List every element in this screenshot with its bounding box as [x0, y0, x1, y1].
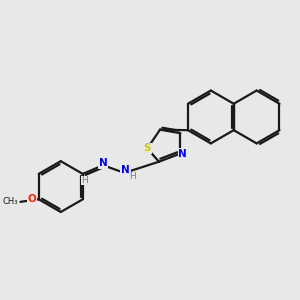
Text: N: N [99, 158, 107, 168]
Text: S: S [143, 143, 151, 154]
Text: O: O [28, 194, 37, 204]
Text: H: H [129, 172, 136, 182]
Text: N: N [178, 148, 187, 159]
Text: H: H [81, 176, 88, 185]
Text: CH₃: CH₃ [3, 197, 18, 206]
Text: N: N [121, 165, 130, 175]
